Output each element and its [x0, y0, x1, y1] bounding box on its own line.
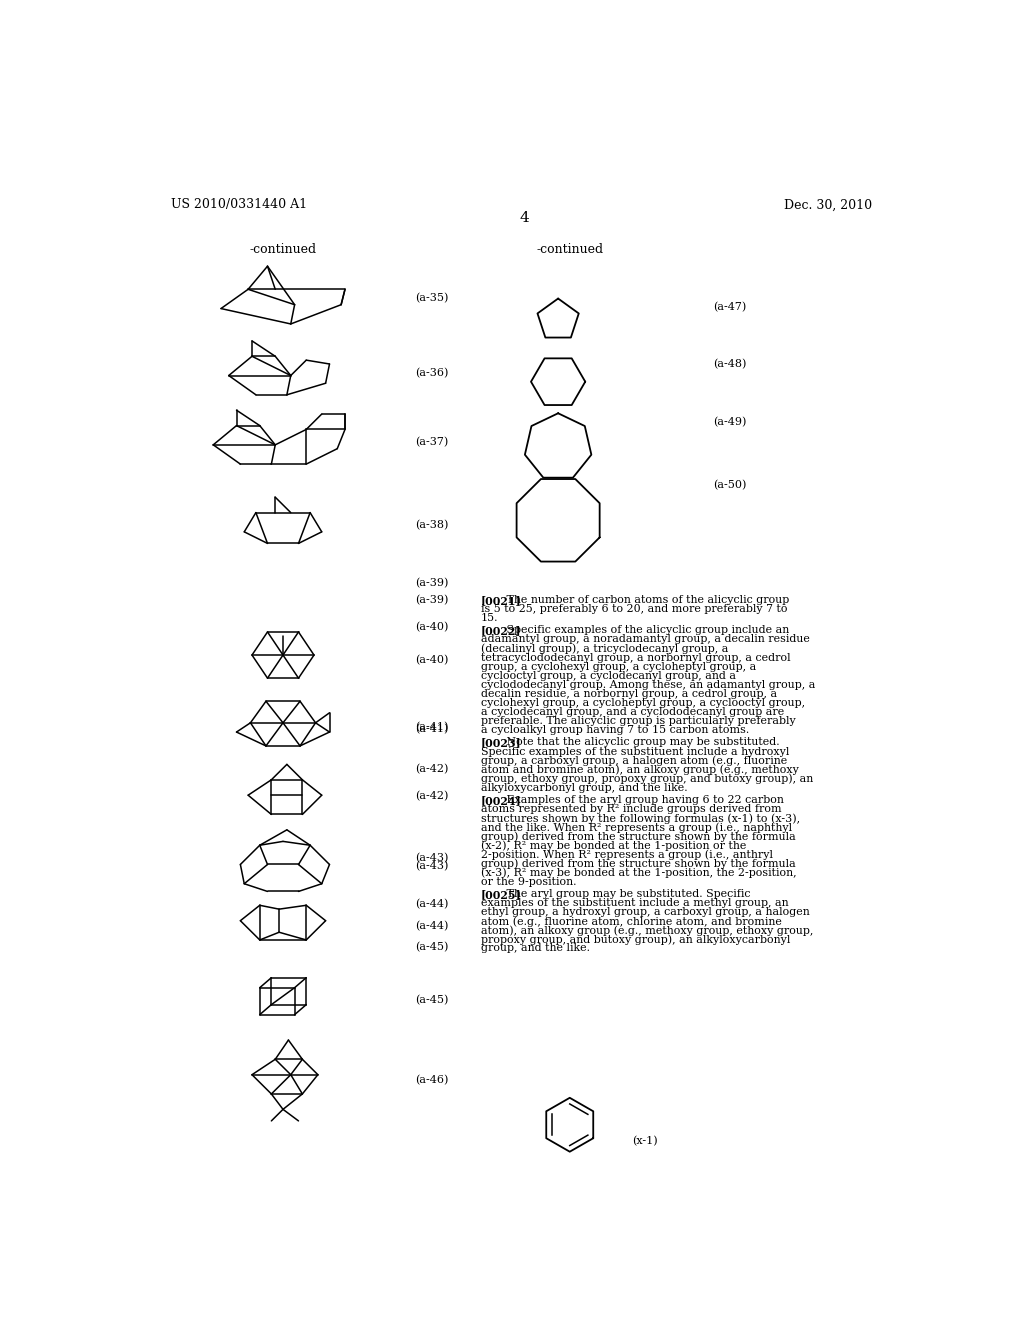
Text: (a-38): (a-38): [415, 520, 449, 531]
Text: Specific examples of the alicyclic group include an: Specific examples of the alicyclic group…: [503, 626, 790, 635]
Text: atom), an alkoxy group (e.g., methoxy group, ethoxy group,: atom), an alkoxy group (e.g., methoxy gr…: [480, 925, 813, 936]
Text: (a-41): (a-41): [415, 722, 449, 733]
Text: -continued: -continued: [250, 243, 316, 256]
Text: (a-44): (a-44): [415, 899, 449, 909]
Text: or the 9-position.: or the 9-position.: [480, 876, 577, 887]
Text: (a-41): (a-41): [415, 725, 449, 735]
Text: (a-35): (a-35): [415, 293, 449, 304]
Text: (a-39): (a-39): [415, 578, 449, 589]
Text: (a-45): (a-45): [415, 995, 449, 1006]
Text: cyclododecanyl group. Among these, an adamantyl group, a: cyclododecanyl group. Among these, an ad…: [480, 680, 815, 690]
Text: cyclohexyl group, a cycloheptyl group, a cyclooctyl group,: cyclohexyl group, a cycloheptyl group, a…: [480, 698, 805, 708]
Text: [0021]: [0021]: [480, 595, 521, 606]
Text: (a-37): (a-37): [415, 437, 449, 447]
Text: group) derived from the structure shown by the formula: group) derived from the structure shown …: [480, 858, 796, 869]
Text: (a-43): (a-43): [415, 853, 449, 863]
Text: (a-36): (a-36): [415, 368, 449, 378]
Text: 4: 4: [520, 211, 529, 224]
Text: The number of carbon atoms of the alicyclic group: The number of carbon atoms of the alicyc…: [503, 595, 790, 605]
Text: Note that the alicyclic group may be substituted.: Note that the alicyclic group may be sub…: [503, 738, 779, 747]
Text: 15.: 15.: [480, 614, 498, 623]
Text: preferable. The alicyclic group is particularly preferably: preferable. The alicyclic group is parti…: [480, 717, 796, 726]
Text: (x-1): (x-1): [632, 1137, 657, 1147]
Text: adamantyl group, a noradamantyl group, a decalin residue: adamantyl group, a noradamantyl group, a…: [480, 635, 810, 644]
Text: (a-40): (a-40): [415, 655, 449, 665]
Text: (a-42): (a-42): [415, 792, 449, 801]
Text: (a-45): (a-45): [415, 941, 449, 952]
Text: (a-50): (a-50): [713, 479, 746, 490]
Text: group, a cyclohexyl group, a cycloheptyl group, a: group, a cyclohexyl group, a cycloheptyl…: [480, 661, 756, 672]
Text: (a-42): (a-42): [415, 764, 449, 775]
Text: [0023]: [0023]: [480, 738, 521, 748]
Text: examples of the substituent include a methyl group, an: examples of the substituent include a me…: [480, 898, 788, 908]
Text: Dec. 30, 2010: Dec. 30, 2010: [784, 198, 872, 211]
Text: (a-49): (a-49): [713, 417, 746, 428]
Text: US 2010/0331440 A1: US 2010/0331440 A1: [171, 198, 307, 211]
Text: atom and bromine atom), an alkoxy group (e.g., methoxy: atom and bromine atom), an alkoxy group …: [480, 764, 799, 775]
Text: -continued: -continued: [537, 243, 603, 256]
Text: (decalinyl group), a tricyclodecanyl group, a: (decalinyl group), a tricyclodecanyl gro…: [480, 643, 728, 655]
Text: (a-47): (a-47): [713, 302, 746, 313]
Text: Examples of the aryl group having 6 to 22 carbon: Examples of the aryl group having 6 to 2…: [503, 795, 783, 805]
Text: atom (e.g., fluorine atom, chlorine atom, and bromine: atom (e.g., fluorine atom, chlorine atom…: [480, 916, 781, 927]
Text: and the like. When R² represents a group (i.e., naphthyl: and the like. When R² represents a group…: [480, 822, 792, 833]
Text: a cyclodecanyl group, and a cyclododecanyl group are: a cyclodecanyl group, and a cyclododecan…: [480, 708, 784, 717]
Text: group, ethoxy group, propoxy group, and butoxy group), an: group, ethoxy group, propoxy group, and …: [480, 774, 813, 784]
Text: atoms represented by R² include groups derived from: atoms represented by R² include groups d…: [480, 804, 781, 814]
Text: propoxy group, and butoxy group), an alkyloxycarbonyl: propoxy group, and butoxy group), an alk…: [480, 935, 790, 945]
Text: (x-2), R² may be bonded at the 1-position or the: (x-2), R² may be bonded at the 1-positio…: [480, 841, 746, 851]
Text: structures shown by the following formulas (x-1) to (x-3),: structures shown by the following formul…: [480, 813, 800, 824]
Text: group, a carboxyl group, a halogen atom (e.g., fluorine: group, a carboxyl group, a halogen atom …: [480, 755, 786, 766]
Text: tetracyclododecanyl group, a norbornyl group, a cedrol: tetracyclododecanyl group, a norbornyl g…: [480, 652, 791, 663]
Text: [0025]: [0025]: [480, 888, 521, 900]
Text: (a-39): (a-39): [415, 595, 449, 606]
Text: (a-43): (a-43): [415, 861, 449, 871]
Text: [0022]: [0022]: [480, 626, 521, 636]
Text: (x-3), R² may be bonded at the 1-position, the 2-position,: (x-3), R² may be bonded at the 1-positio…: [480, 867, 797, 878]
Text: cyclooctyl group, a cyclodecanyl group, and a: cyclooctyl group, a cyclodecanyl group, …: [480, 671, 735, 681]
Text: Specific examples of the substituent include a hydroxyl: Specific examples of the substituent inc…: [480, 747, 790, 756]
Text: 2-position. When R² represents a group (i.e., anthryl: 2-position. When R² represents a group (…: [480, 850, 773, 861]
Text: (a-40): (a-40): [415, 622, 449, 632]
Text: group, and the like.: group, and the like.: [480, 944, 590, 953]
Text: [0024]: [0024]: [480, 795, 521, 807]
Text: (a-44): (a-44): [415, 921, 449, 931]
Text: The aryl group may be substituted. Specific: The aryl group may be substituted. Speci…: [503, 888, 751, 899]
Text: decalin residue, a norbornyl group, a cedrol group, a: decalin residue, a norbornyl group, a ce…: [480, 689, 777, 698]
Text: (a-48): (a-48): [713, 359, 746, 368]
Text: a cycloalkyl group having 7 to 15 carbon atoms.: a cycloalkyl group having 7 to 15 carbon…: [480, 725, 749, 735]
Text: is 5 to 25, preferably 6 to 20, and more preferably 7 to: is 5 to 25, preferably 6 to 20, and more…: [480, 605, 787, 614]
Text: ethyl group, a hydroxyl group, a carboxyl group, a halogen: ethyl group, a hydroxyl group, a carboxy…: [480, 907, 809, 917]
Text: group) derived from the structure shown by the formula: group) derived from the structure shown …: [480, 832, 796, 842]
Text: alkyloxycarbonyl group, and the like.: alkyloxycarbonyl group, and the like.: [480, 783, 687, 793]
Text: (a-46): (a-46): [415, 1074, 449, 1085]
